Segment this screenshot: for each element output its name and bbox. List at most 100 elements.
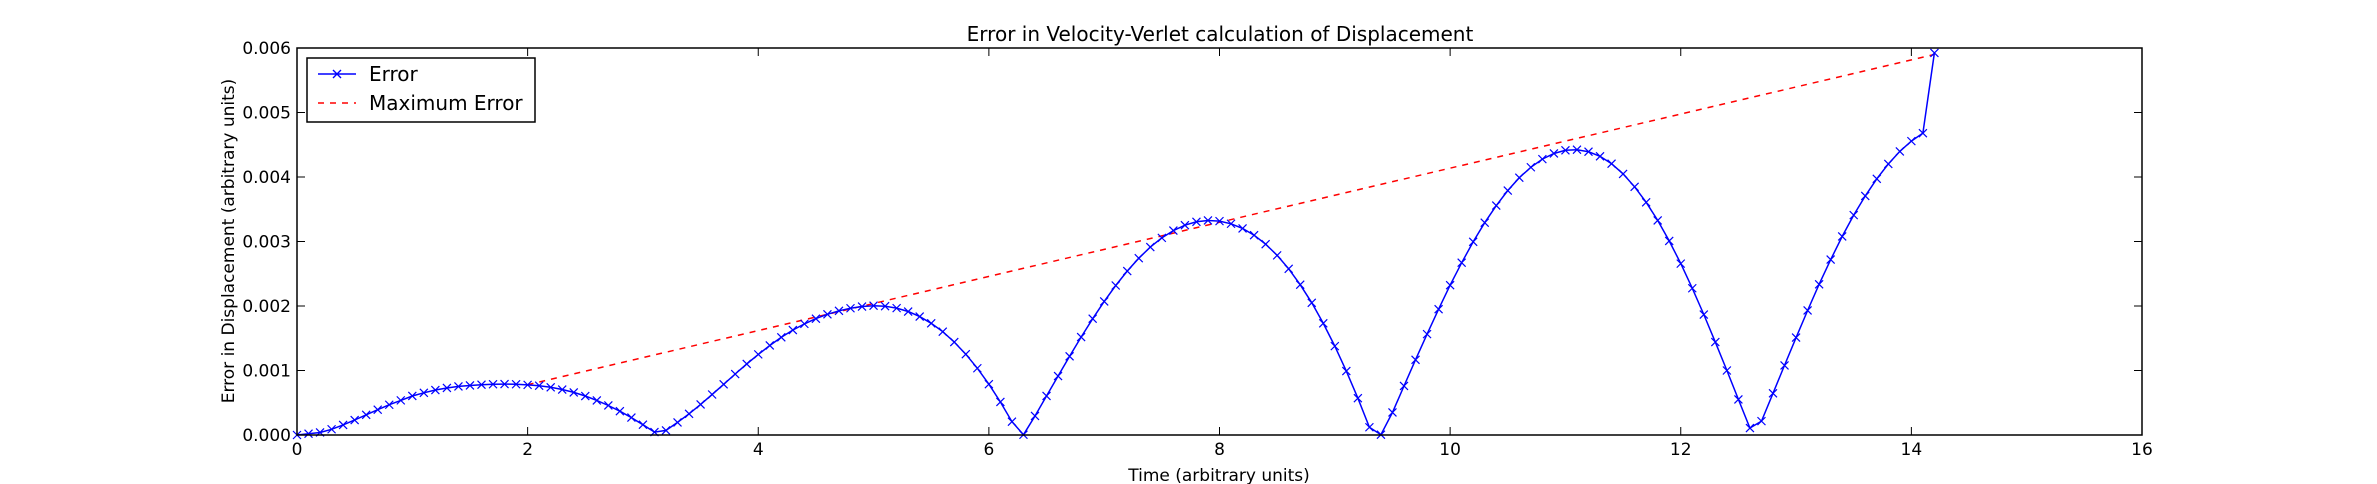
legend-entry-maximum-error: Maximum Error bbox=[318, 91, 523, 115]
error-point-marker bbox=[1722, 366, 1732, 375]
error-point-marker bbox=[1653, 215, 1663, 225]
data-layer bbox=[292, 48, 1939, 440]
error-point-marker bbox=[799, 319, 809, 329]
error-point-marker bbox=[384, 400, 394, 410]
error-point-marker bbox=[915, 312, 925, 322]
error-point-marker bbox=[1537, 154, 1547, 164]
error-point-marker bbox=[338, 420, 348, 430]
error-point-marker bbox=[626, 413, 636, 423]
error-point-marker bbox=[1480, 218, 1490, 228]
legend-swatch-error-marker bbox=[332, 69, 342, 79]
error-point-marker bbox=[1099, 296, 1109, 306]
error-point-marker bbox=[1918, 128, 1928, 138]
error-point-marker bbox=[1168, 226, 1178, 236]
legend-box bbox=[306, 57, 536, 123]
error-point-marker bbox=[1676, 259, 1686, 269]
error-point-marker bbox=[823, 309, 832, 319]
error-point-marker bbox=[742, 359, 752, 369]
error-point-marker bbox=[1272, 250, 1282, 260]
x-axis-label: Time (arbitrary units) bbox=[1127, 466, 1310, 484]
error-point-marker bbox=[1088, 314, 1098, 324]
error-point-marker bbox=[1422, 329, 1432, 339]
y-axis: 0.000 0.001 0.002 0.003 0.004 0.005 0.006 bbox=[242, 39, 2142, 446]
error-point-marker bbox=[1053, 371, 1063, 381]
x-tick-label: 12 bbox=[1670, 440, 1692, 460]
error-point-marker bbox=[1030, 411, 1040, 421]
error-point-marker bbox=[1710, 337, 1720, 347]
y-tick-label: 0.003 bbox=[242, 233, 291, 253]
error-point-marker bbox=[580, 391, 590, 401]
error-point-marker bbox=[1399, 381, 1409, 391]
error-point-marker bbox=[673, 417, 682, 427]
error-point-marker bbox=[1065, 351, 1075, 361]
error-point-marker bbox=[1837, 231, 1847, 241]
series-maximum-error-line bbox=[527, 53, 1935, 386]
error-point-marker bbox=[1641, 197, 1651, 207]
error-point-marker bbox=[603, 401, 613, 410]
error-point-marker bbox=[1699, 310, 1709, 319]
error-point-marker bbox=[1226, 219, 1236, 229]
error-point-marker bbox=[1330, 341, 1340, 351]
error-point-marker bbox=[719, 379, 729, 389]
error-point-marker bbox=[1849, 210, 1859, 220]
error-point-marker bbox=[1526, 162, 1536, 172]
error-point-marker bbox=[1733, 394, 1743, 404]
error-point-marker bbox=[454, 382, 463, 391]
y-tick-label: 0.006 bbox=[242, 39, 291, 59]
error-point-marker bbox=[1757, 416, 1766, 426]
error-point-marker bbox=[1607, 159, 1616, 169]
error-point-marker bbox=[477, 380, 486, 390]
error-point-marker bbox=[1561, 145, 1570, 155]
error-point-marker bbox=[361, 410, 371, 420]
error-point-marker bbox=[1745, 423, 1755, 433]
error-point-marker bbox=[1883, 159, 1893, 169]
error-point-marker bbox=[661, 425, 671, 435]
y-axis-label: Error in Displacement (arbitrary units) bbox=[219, 79, 239, 404]
error-point-marker bbox=[811, 314, 821, 324]
error-point-marker bbox=[1618, 169, 1628, 179]
error-point-marker bbox=[1930, 48, 1939, 58]
error-point-marker bbox=[511, 379, 521, 389]
error-point-marker bbox=[1203, 216, 1213, 225]
error-point-marker bbox=[1192, 217, 1201, 227]
error-point-marker bbox=[1318, 318, 1328, 328]
error-point-marker bbox=[834, 306, 844, 316]
error-point-marker bbox=[407, 391, 417, 401]
error-point-marker bbox=[1122, 266, 1132, 276]
error-point-marker bbox=[961, 349, 971, 359]
error-point-marker bbox=[465, 381, 475, 390]
error-point-marker bbox=[938, 327, 948, 337]
error-point-marker bbox=[1111, 281, 1121, 290]
error-point-marker bbox=[776, 332, 786, 342]
error-point-marker bbox=[396, 395, 406, 405]
error-point-marker bbox=[373, 405, 383, 415]
x-axis: 0 2 4 6 8 10 12 14 16 bbox=[292, 48, 2153, 460]
error-point-marker bbox=[1249, 230, 1259, 240]
error-point-marker bbox=[1572, 145, 1582, 155]
error-point-marker bbox=[1514, 173, 1524, 183]
error-point-marker bbox=[1895, 146, 1905, 156]
error-point-marker bbox=[1388, 408, 1397, 417]
error-point-marker bbox=[1906, 136, 1916, 146]
error-point-marker bbox=[1007, 417, 1017, 427]
error-point-marker bbox=[1076, 332, 1086, 342]
legend-label-maximum-error: Maximum Error bbox=[369, 91, 523, 115]
x-tick-label: 2 bbox=[522, 440, 533, 460]
y-tick-label: 0.004 bbox=[242, 168, 291, 188]
error-point-marker bbox=[1364, 422, 1374, 432]
error-point-marker bbox=[1780, 360, 1789, 370]
error-point-marker bbox=[892, 303, 902, 313]
error-point-marker bbox=[846, 303, 855, 313]
error-point-marker bbox=[1503, 186, 1513, 195]
error-point-marker bbox=[1284, 264, 1294, 274]
error-point-marker bbox=[684, 409, 694, 419]
x-tick-label: 16 bbox=[2131, 440, 2153, 460]
error-point-marker bbox=[1687, 283, 1697, 293]
error-point-marker bbox=[442, 383, 452, 393]
error-point-marker bbox=[730, 369, 740, 379]
x-tick-label: 0 bbox=[292, 440, 303, 460]
chart-title: Error in Velocity-Verlet calculation of … bbox=[967, 22, 1474, 46]
error-point-marker bbox=[350, 415, 360, 425]
error-point-marker bbox=[615, 406, 625, 416]
